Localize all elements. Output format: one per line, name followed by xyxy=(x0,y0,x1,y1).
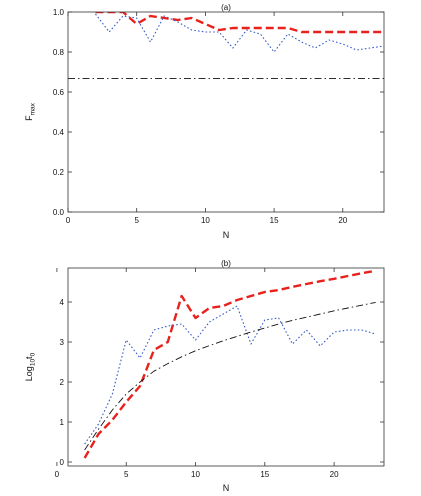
y-tick-label: 1.0 xyxy=(53,8,65,17)
plot-frame xyxy=(67,11,385,213)
y-axis-label-subscript: max xyxy=(30,102,37,115)
y-tick-label: 2 xyxy=(60,378,65,387)
y-axis-label: Log10t0 xyxy=(24,352,37,381)
x-tick-label: 0 xyxy=(66,216,71,225)
y-axis-label: Fmax xyxy=(24,102,37,121)
panel-title: (a) xyxy=(221,3,231,12)
series-line-dotted xyxy=(84,305,376,445)
y-tick-label: 4 xyxy=(60,298,65,307)
series-line-long-dash xyxy=(95,12,384,34)
x-tick-label: 20 xyxy=(338,216,347,225)
x-axis-label: N xyxy=(223,483,230,493)
x-tick-label: 15 xyxy=(260,470,269,479)
panel-a: (a) 0 5 10 15 20 0.0 0.2 0.4 0.6 0.8 1.0 N Fmax xyxy=(24,3,385,240)
panel-title: (b) xyxy=(221,259,231,268)
x-tick-label: 5 xyxy=(124,470,129,479)
x-tick-label: 0 xyxy=(55,470,60,479)
y-tick-label: 0.0 xyxy=(53,208,65,217)
y-axis-label-subscript: 10 xyxy=(30,359,37,367)
y-axis-label-subscript: 0 xyxy=(30,352,37,356)
y-tick-label: 1 xyxy=(60,418,65,427)
x-tick-label: 15 xyxy=(270,216,279,225)
y-axis-label-part: t xyxy=(24,356,34,359)
series-line-dash-dot xyxy=(84,301,376,451)
x-tick-label: 20 xyxy=(330,470,339,479)
y-axis-label-part: Log xyxy=(24,366,34,381)
y-tick-label: 0.2 xyxy=(53,168,65,177)
y-axis-label-part: F xyxy=(24,115,34,121)
y-tick-label: 0.6 xyxy=(53,88,65,97)
y-tick-label: 0 xyxy=(60,458,65,467)
x-tick-label: 5 xyxy=(134,216,139,225)
series-line-dotted xyxy=(95,13,384,53)
x-axis-label: N xyxy=(223,230,230,240)
plot-frame xyxy=(67,267,385,467)
x-tick-label: 10 xyxy=(191,470,200,479)
series-line-long-dash xyxy=(83,269,376,459)
y-tick-label: 0.8 xyxy=(53,48,65,57)
x-tick-label: 10 xyxy=(201,216,210,225)
y-tick-label: 3 xyxy=(60,338,65,347)
y-tick-label: 0.4 xyxy=(53,128,65,137)
